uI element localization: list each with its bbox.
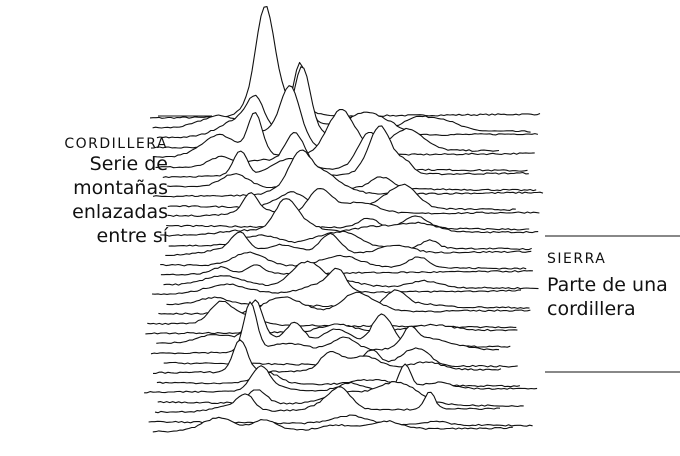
- ridgeline: [150, 301, 500, 355]
- ridgeline: [160, 251, 527, 270]
- label-text: cordillera: [547, 298, 636, 320]
- ridgeline: [167, 188, 540, 217]
- ridgeline: [160, 198, 539, 237]
- ridgeline: [153, 339, 502, 374]
- ridgeline: [152, 416, 513, 433]
- label-title: SIERRA: [547, 251, 606, 267]
- ridgeline: [163, 260, 539, 290]
- ridgeline: [166, 215, 530, 231]
- ridgeline: [165, 231, 532, 256]
- ridgeline: [160, 264, 533, 276]
- label-text: enlazadas: [72, 201, 168, 223]
- label-text: montañas: [73, 177, 168, 199]
- ridgeline: [145, 323, 518, 335]
- label-text: Serie de: [90, 153, 168, 175]
- ridgeline: [162, 125, 529, 179]
- ridgeline: [154, 386, 501, 414]
- label-text: entre sí: [97, 225, 169, 247]
- label-title: CORDILLERA: [64, 136, 168, 152]
- ridgeline: [144, 363, 538, 394]
- ridgelines: [144, 6, 544, 456]
- ridgeline: [152, 149, 544, 198]
- label-text: Parte de una: [547, 274, 668, 296]
- ridgeline: [153, 108, 535, 158]
- ridgeline: [151, 267, 521, 296]
- ridgeline: [149, 6, 541, 119]
